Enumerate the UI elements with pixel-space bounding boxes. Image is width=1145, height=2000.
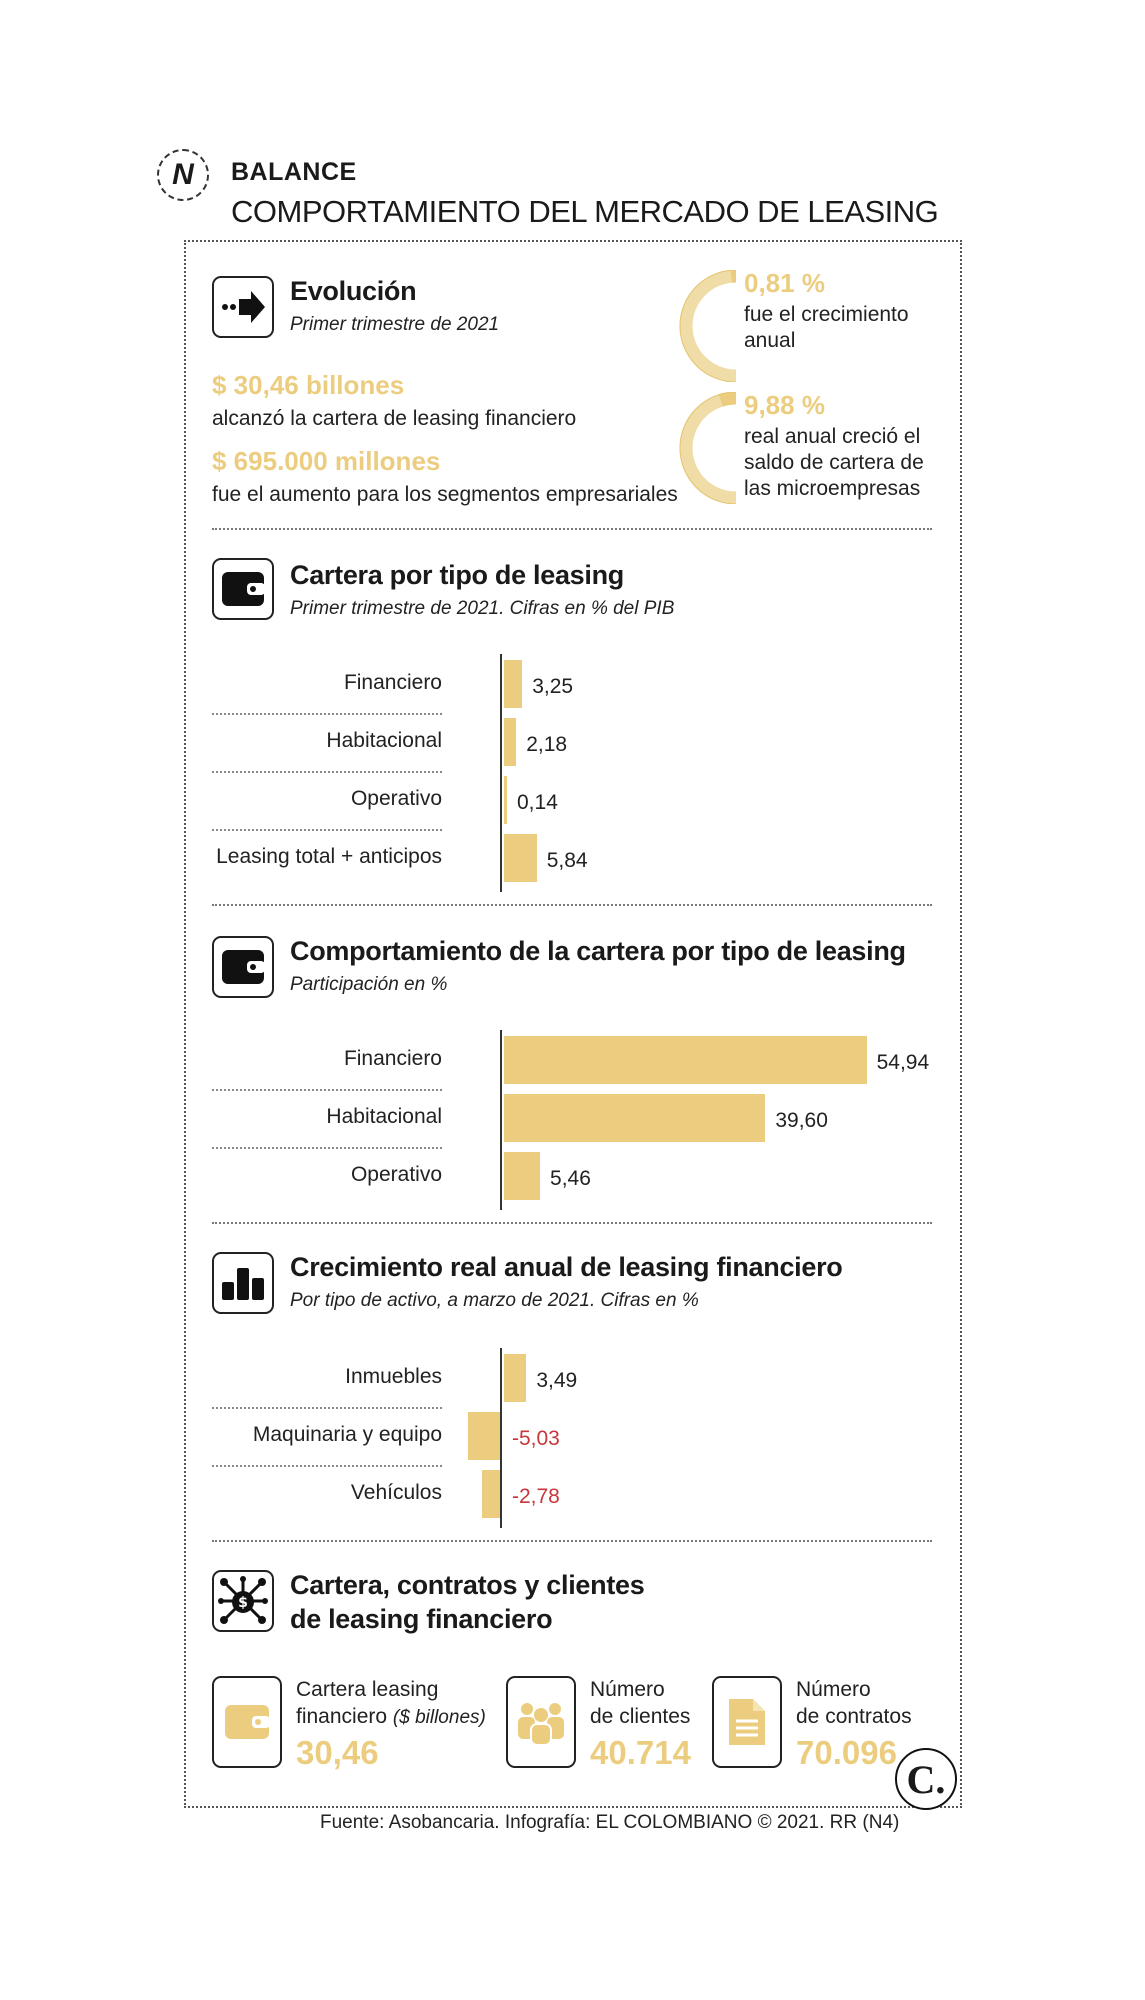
logo-letter: C. [906, 1756, 946, 1802]
el-colombiano-logo: C. [895, 1748, 957, 1810]
bar [504, 1152, 541, 1200]
stat1-value: 0,81 % [744, 268, 825, 298]
row-separator [212, 713, 442, 715]
cartera-title-line2: de leasing financiero [290, 1604, 553, 1634]
item3-line2: de contratos [796, 1705, 912, 1728]
value-label: 54,94 [876, 1051, 930, 1074]
fact1-text: alcanzó la cartera de leasing financiero [212, 407, 577, 430]
value-label: 5,84 [546, 849, 588, 872]
value-label: 0,14 [517, 791, 558, 814]
brand-n-icon: N [157, 149, 209, 201]
value-label: 3,25 [532, 675, 574, 698]
category-label: Operativo [350, 1163, 442, 1186]
value-label: 2,18 [526, 733, 568, 756]
bar-chart-icon [212, 1252, 274, 1314]
category-label: Inmuebles [345, 1365, 442, 1388]
wallet-icon [212, 936, 274, 998]
item2-line2: de clientes [590, 1705, 691, 1728]
category-label: Vehículos [350, 1481, 442, 1504]
stat2-value: 9,88 % [744, 390, 825, 420]
divider [212, 1540, 932, 1542]
row-separator [212, 1089, 442, 1091]
stat1-line2: anual [744, 329, 796, 352]
evolucion-subtitle: Primer trimestre de 2021 [290, 314, 500, 335]
arrow-icon [212, 276, 274, 338]
category-label: Leasing total + anticipos [216, 845, 442, 868]
category-label: Habitacional [326, 1105, 442, 1128]
stat2-gauge [679, 392, 737, 504]
kicker: BALANCE [231, 158, 357, 186]
chart2-subtitle: Participación en % [290, 974, 448, 995]
value-label: 39,60 [775, 1109, 828, 1132]
stat2-line2: saldo de cartera de [744, 451, 924, 474]
chart-axis [500, 1030, 502, 1210]
category-label: Maquinaria y equipo [252, 1423, 442, 1446]
wallet-icon [212, 558, 274, 620]
chart3-title: Crecimiento real anual de leasing financ… [290, 1252, 843, 1282]
bar [482, 1470, 500, 1518]
item1-value: 30,46 [296, 1734, 379, 1771]
fact1-value: $ 30,46 billones [212, 370, 405, 400]
row-separator [212, 1147, 442, 1149]
infographic-frame [184, 240, 962, 1808]
bar [504, 660, 523, 708]
divider [212, 528, 932, 530]
row-separator [212, 1407, 442, 1409]
chart3-subtitle: Por tipo de activo, a marzo de 2021. Cif… [290, 1290, 699, 1311]
bar [504, 1354, 527, 1402]
svg-text:$: $ [238, 1595, 248, 1611]
category-label: Operativo [350, 787, 442, 810]
bar [467, 1412, 500, 1460]
category-label: Financiero [343, 1047, 442, 1070]
item1-line1: Cartera leasing [296, 1678, 439, 1701]
document-icon [712, 1676, 782, 1768]
row-separator [212, 829, 442, 831]
chart-axis [500, 654, 502, 892]
fact2-text: fue el aumento para los segmentos empres… [212, 483, 678, 506]
stat1-line1: fue el crecimiento [744, 303, 909, 326]
category-label: Habitacional [326, 729, 442, 752]
bar [504, 718, 517, 766]
item3-value: 70.096 [796, 1734, 897, 1771]
brand-letter: N [172, 158, 194, 191]
value-label: 3,49 [536, 1369, 578, 1392]
value-label: 5,46 [550, 1167, 591, 1190]
people-icon [506, 1676, 576, 1768]
evolucion-title: Evolución [290, 276, 417, 306]
stat2-line3: las microempresas [744, 477, 921, 500]
chart1-subtitle: Primer trimestre de 2021. Cifras en % de… [290, 598, 675, 619]
category-label: Financiero [343, 671, 442, 694]
wallet-icon [212, 1676, 282, 1768]
cartera-title-line1: Cartera, contratos y clientes [290, 1570, 645, 1600]
item1-line2: financiero ($ billones) [296, 1705, 486, 1728]
bar [504, 1094, 766, 1142]
stat2-line1: real anual creció el [744, 425, 921, 448]
source-note: Fuente: Asobancaria. Infografía: EL COLO… [320, 1812, 900, 1833]
network-dollar-icon: $ [212, 1570, 274, 1632]
divider [212, 1222, 932, 1224]
chart-axis [500, 1348, 502, 1528]
value-label: -2,78 [512, 1485, 560, 1508]
bar [504, 776, 507, 824]
page-title: COMPORTAMIENTO DEL MERCADO DE LEASING [231, 194, 939, 229]
chart1-title: Cartera por tipo de leasing [290, 560, 624, 590]
stat1-gauge [679, 270, 737, 382]
item2-line1: Número [590, 1678, 665, 1701]
bar [504, 834, 537, 882]
bar [504, 1036, 867, 1084]
value-label: -5,03 [512, 1427, 560, 1450]
item2-value: 40.714 [590, 1734, 691, 1771]
fact2-value: $ 695.000 millones [212, 446, 441, 476]
divider [212, 904, 932, 906]
item3-line1: Número [796, 1678, 871, 1701]
row-separator [212, 771, 442, 773]
chart2-title: Comportamiento de la cartera por tipo de… [290, 936, 906, 966]
row-separator [212, 1465, 442, 1467]
